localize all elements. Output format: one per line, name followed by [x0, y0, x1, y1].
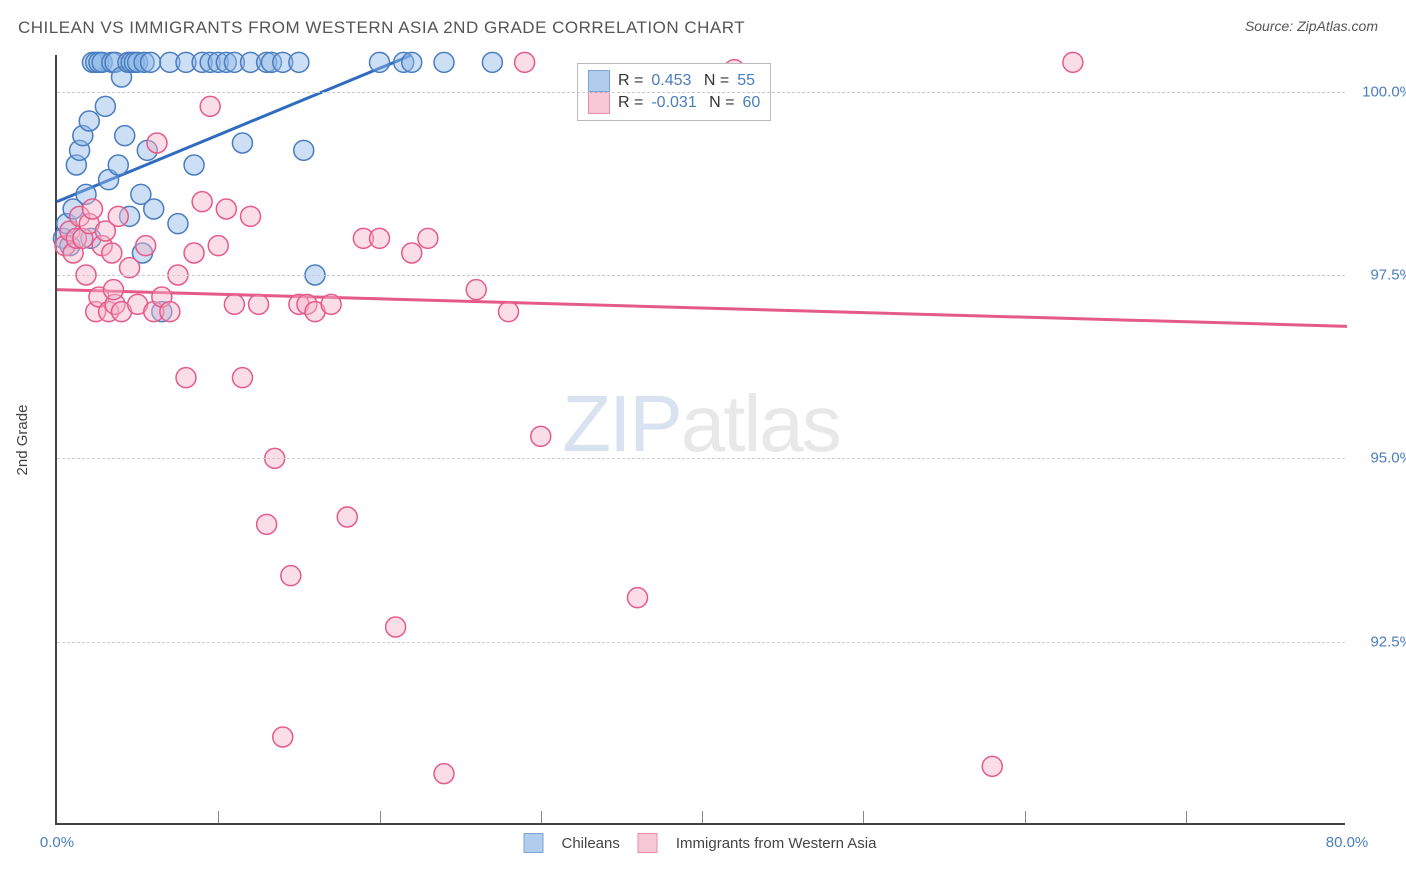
data-marker: [321, 294, 341, 314]
x-tick: [1025, 811, 1026, 823]
y-tick-label: 92.5%: [1370, 633, 1406, 650]
plot-region: ZIPatlas R = 0.453 N = 55 R = -0.031 N =…: [55, 55, 1345, 825]
data-marker: [184, 243, 204, 263]
data-marker: [224, 294, 244, 314]
data-marker: [176, 368, 196, 388]
legend-row-2: R = -0.031 N = 60: [588, 92, 760, 114]
data-marker: [515, 52, 535, 72]
data-marker: [192, 192, 212, 212]
data-marker: [108, 206, 128, 226]
legend-swatch-2: [588, 92, 610, 114]
legend-series: Chileans Immigrants from Western Asia: [524, 833, 877, 853]
data-marker: [628, 588, 648, 608]
data-marker: [402, 243, 422, 263]
chart-area: ZIPatlas R = 0.453 N = 55 R = -0.031 N =…: [55, 55, 1345, 825]
data-marker: [386, 617, 406, 637]
data-marker: [294, 140, 314, 160]
data-marker: [102, 243, 122, 263]
plot-svg: [57, 55, 1345, 823]
data-marker: [249, 294, 269, 314]
x-tick: [541, 811, 542, 823]
data-marker: [136, 236, 156, 256]
data-marker: [95, 96, 115, 116]
data-marker: [108, 155, 128, 175]
data-marker: [482, 52, 502, 72]
data-marker: [337, 507, 357, 527]
data-marker: [79, 111, 99, 131]
data-marker: [289, 52, 309, 72]
data-marker: [1063, 52, 1083, 72]
y-tick-label: 95.0%: [1370, 450, 1406, 467]
data-marker: [466, 280, 486, 300]
data-marker: [418, 228, 438, 248]
data-marker: [232, 133, 252, 153]
data-marker: [370, 52, 390, 72]
data-marker: [434, 764, 454, 784]
legend-bottom-swatch-2: [638, 833, 658, 853]
data-marker: [168, 214, 188, 234]
data-marker: [281, 566, 301, 586]
data-marker: [241, 206, 261, 226]
x-tick: [380, 811, 381, 823]
legend-row-1: R = 0.453 N = 55: [588, 70, 760, 92]
x-tick: [1186, 811, 1187, 823]
legend-swatch-1: [588, 70, 610, 92]
y-tick-label: 97.5%: [1370, 267, 1406, 284]
data-marker: [216, 199, 236, 219]
y-tick-label: 100.0%: [1362, 83, 1406, 100]
data-marker: [434, 52, 454, 72]
x-tick-label: 80.0%: [1326, 834, 1369, 851]
data-marker: [184, 155, 204, 175]
x-tick: [218, 811, 219, 823]
data-marker: [200, 96, 220, 116]
data-marker: [115, 126, 135, 146]
source-label: Source: ZipAtlas.com: [1245, 18, 1378, 34]
x-tick: [863, 811, 864, 823]
data-marker: [499, 302, 519, 322]
data-marker: [232, 368, 252, 388]
chart-title: CHILEAN VS IMMIGRANTS FROM WESTERN ASIA …: [18, 18, 745, 38]
data-marker: [208, 236, 228, 256]
legend-bottom-swatch-1: [524, 833, 544, 853]
data-marker: [147, 133, 167, 153]
data-marker: [273, 727, 293, 747]
gridline-h: [57, 642, 1345, 643]
gridline-h: [57, 458, 1345, 459]
data-marker: [370, 228, 390, 248]
y-axis-label: 2nd Grade: [14, 405, 31, 476]
data-marker: [402, 52, 422, 72]
data-marker: [82, 199, 102, 219]
data-marker: [531, 426, 551, 446]
gridline-h: [57, 92, 1345, 93]
x-tick-label: 0.0%: [40, 834, 74, 851]
data-marker: [257, 514, 277, 534]
x-tick: [702, 811, 703, 823]
data-marker: [141, 52, 161, 72]
data-marker: [982, 756, 1002, 776]
data-marker: [160, 302, 180, 322]
chart-header: CHILEAN VS IMMIGRANTS FROM WESTERN ASIA …: [0, 0, 1406, 46]
data-marker: [103, 280, 123, 300]
gridline-h: [57, 275, 1345, 276]
data-marker: [144, 199, 164, 219]
